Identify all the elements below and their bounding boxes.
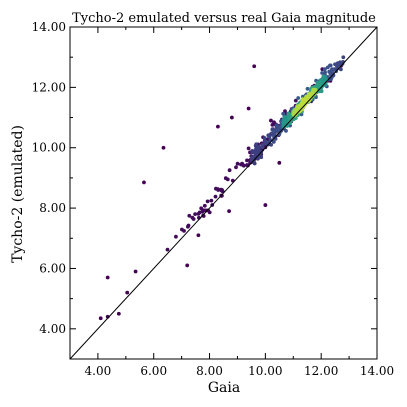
y-tick-label: 4.00 bbox=[39, 322, 66, 336]
data-point bbox=[257, 145, 261, 149]
data-point bbox=[227, 168, 232, 173]
data-point bbox=[216, 124, 220, 129]
data-point bbox=[142, 180, 146, 185]
data-point bbox=[245, 158, 249, 163]
x-tick-label: 10.00 bbox=[248, 364, 282, 378]
data-point bbox=[196, 212, 201, 216]
data-point bbox=[235, 161, 240, 166]
data-point bbox=[252, 161, 257, 166]
data-point bbox=[250, 149, 255, 153]
data-point bbox=[299, 112, 304, 117]
data-point bbox=[273, 128, 278, 133]
data-point bbox=[269, 118, 273, 123]
data-point bbox=[202, 203, 207, 208]
y-tick-label: 10.00 bbox=[32, 141, 66, 155]
data-point bbox=[185, 263, 190, 268]
x-tick-label: 12.00 bbox=[304, 364, 338, 378]
data-point bbox=[246, 106, 251, 111]
data-point bbox=[263, 203, 268, 207]
x-tick-label: 8.00 bbox=[196, 364, 223, 378]
data-point bbox=[341, 55, 346, 60]
data-point bbox=[253, 149, 258, 154]
data-point bbox=[252, 64, 257, 69]
chart-title: Tycho-2 emulated versus real Gaia magnit… bbox=[72, 11, 376, 26]
data-point bbox=[339, 67, 343, 72]
x-tick-label: 4.00 bbox=[85, 364, 112, 378]
data-point bbox=[196, 233, 201, 238]
data-point bbox=[330, 67, 334, 72]
data-point bbox=[234, 165, 238, 170]
data-point bbox=[227, 209, 231, 214]
data-point bbox=[270, 127, 275, 132]
data-point bbox=[302, 99, 307, 104]
data-point bbox=[205, 199, 210, 204]
data-point bbox=[277, 160, 282, 165]
data-point bbox=[125, 290, 130, 295]
data-point bbox=[328, 72, 333, 77]
data-point bbox=[281, 111, 286, 116]
data-point bbox=[300, 102, 305, 106]
data-point bbox=[186, 223, 191, 228]
data-point bbox=[266, 133, 271, 138]
data-point bbox=[180, 227, 184, 232]
data-point bbox=[246, 146, 251, 151]
data-point bbox=[294, 107, 299, 112]
data-point bbox=[214, 186, 218, 191]
data-point bbox=[260, 143, 265, 147]
y-tick-label: 6.00 bbox=[39, 261, 66, 275]
data-point bbox=[320, 71, 324, 75]
data-point bbox=[284, 129, 288, 133]
axis-ticks: 4.00 6.00 8.00 10.00 12.00 14.00 4.00 6.00 8.00 1… bbox=[32, 20, 395, 378]
data-point bbox=[323, 70, 327, 75]
data-point bbox=[105, 275, 110, 280]
data-point bbox=[304, 96, 309, 100]
plot-area-frame bbox=[69, 26, 378, 360]
data-point bbox=[262, 136, 267, 140]
data-point bbox=[174, 234, 178, 239]
x-axis-label: Gaia bbox=[208, 380, 240, 396]
y-tick-label: 12.00 bbox=[32, 80, 66, 94]
data-point bbox=[305, 86, 310, 91]
data-point bbox=[199, 206, 204, 211]
identity-reference-line bbox=[69, 26, 378, 360]
data-point bbox=[282, 115, 287, 120]
data-point bbox=[328, 63, 333, 68]
data-point bbox=[325, 65, 330, 70]
data-point bbox=[165, 247, 170, 252]
y-axis-label: Tycho-2 (emulated) bbox=[10, 125, 26, 263]
data-point bbox=[209, 198, 214, 203]
data-point bbox=[283, 119, 287, 124]
x-tick-label: 6.00 bbox=[140, 364, 167, 378]
data-point bbox=[270, 133, 275, 137]
data-point bbox=[283, 109, 287, 113]
data-point bbox=[315, 84, 320, 89]
data-point bbox=[335, 64, 339, 69]
y-tick-label: 14.00 bbox=[32, 20, 66, 34]
x-tick-label: 14.00 bbox=[360, 364, 394, 378]
data-point bbox=[116, 311, 121, 316]
data-point bbox=[274, 123, 279, 127]
data-point bbox=[190, 215, 195, 220]
data-points bbox=[98, 55, 346, 321]
data-point bbox=[213, 194, 218, 199]
data-point bbox=[223, 176, 228, 181]
data-point bbox=[161, 145, 166, 150]
data-point bbox=[281, 125, 286, 130]
data-point bbox=[271, 140, 276, 144]
data-point bbox=[323, 67, 327, 71]
data-point bbox=[241, 163, 246, 168]
data-point bbox=[200, 209, 205, 214]
data-point bbox=[187, 213, 192, 218]
data-point bbox=[133, 269, 138, 274]
data-point bbox=[229, 115, 234, 120]
data-point bbox=[193, 212, 198, 217]
data-point bbox=[296, 96, 301, 100]
data-point bbox=[254, 142, 259, 147]
data-point bbox=[98, 316, 103, 321]
data-point bbox=[293, 98, 298, 103]
y-tick-label: 8.00 bbox=[39, 201, 66, 215]
